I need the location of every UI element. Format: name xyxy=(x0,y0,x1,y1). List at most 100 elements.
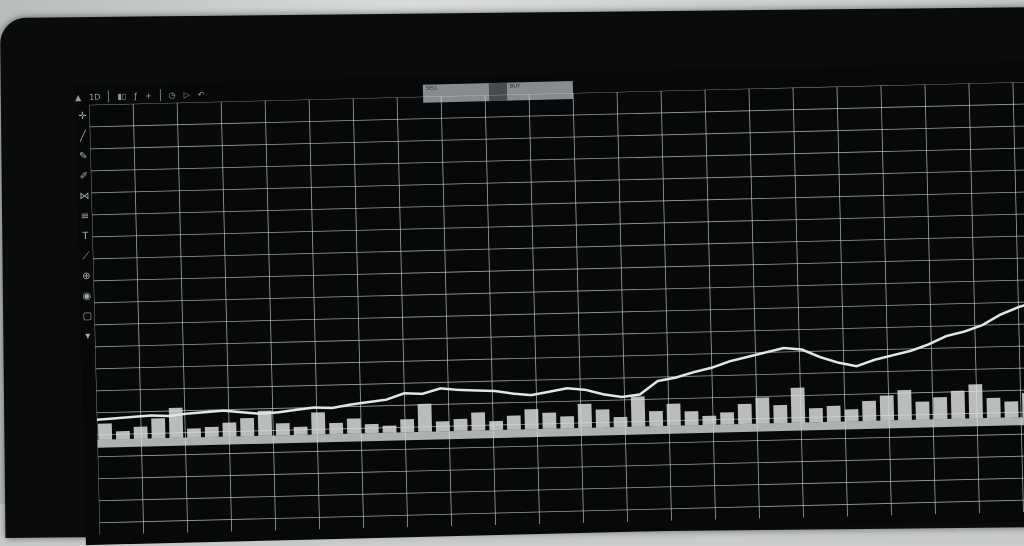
chevron-down-icon[interactable]: ▾ xyxy=(85,330,91,343)
volume-bar xyxy=(595,409,610,428)
grid-line-horizontal xyxy=(99,498,1024,524)
grid-line-vertical xyxy=(792,87,804,518)
volume-bar xyxy=(720,412,735,425)
grid-line-vertical xyxy=(748,88,760,519)
grid-line-horizontal xyxy=(97,410,1024,436)
grid-line-horizontal xyxy=(97,432,1024,458)
volume-bar xyxy=(293,426,308,435)
grid-line-horizontal xyxy=(89,103,1024,128)
trend-line-icon[interactable]: ╱ xyxy=(79,130,87,143)
volume-bar xyxy=(950,390,966,419)
volume-bar xyxy=(577,403,593,429)
grid-line-vertical xyxy=(440,96,452,527)
volume-bar xyxy=(187,428,202,438)
price-chart[interactable] xyxy=(89,81,1024,535)
monitor-bezel: ▲ 1D ▮▯ ƒ + ◷ ▷ ↶ SELL BUY ✛ ╱ ✎ ✐ ⋈ ≡ T ⟋ ⊕ ◉ ▢ ▾ xyxy=(0,6,1024,546)
grid-line-vertical xyxy=(396,97,409,528)
volume-bar xyxy=(755,397,770,424)
grid-line-vertical xyxy=(880,85,892,516)
volume-bar xyxy=(666,403,681,426)
grid-line-vertical xyxy=(924,84,936,515)
pen-icon[interactable]: ✐ xyxy=(79,170,89,183)
volume-bar xyxy=(648,410,664,427)
alert-icon[interactable]: ◷ xyxy=(168,90,176,100)
grid-line-horizontal xyxy=(92,212,1024,238)
trading-screen: ▲ 1D ▮▯ ƒ + ◷ ▷ ↶ SELL BUY ✛ ╱ ✎ ✐ ⋈ ≡ T ⟋ ⊕ ◉ ▢ ▾ xyxy=(74,61,1024,546)
crosshair-icon[interactable]: ✛ xyxy=(78,110,87,123)
volume-bar xyxy=(560,416,575,429)
volume-bar xyxy=(862,400,877,422)
grid-line-vertical xyxy=(616,91,628,522)
brush-icon[interactable]: ✎ xyxy=(79,150,88,163)
replay-icon[interactable]: ▷ xyxy=(183,89,190,100)
grid-line-vertical xyxy=(704,89,716,520)
grid-line-horizontal xyxy=(93,256,1024,282)
compare-icon[interactable]: + xyxy=(144,90,152,101)
grid-line-vertical xyxy=(89,104,101,535)
volume-bar xyxy=(257,410,273,436)
volume-bar xyxy=(417,403,433,432)
volume-bar xyxy=(613,416,628,428)
grid-line-horizontal xyxy=(95,322,1024,348)
logo-icon[interactable]: ▲ xyxy=(74,92,82,102)
fib-icon[interactable]: ≡ xyxy=(80,210,90,223)
grid-line-vertical xyxy=(836,86,848,517)
volume-bar xyxy=(311,412,326,435)
pattern-icon[interactable]: ⋈ xyxy=(79,190,90,203)
volume-bar xyxy=(489,420,504,431)
volume-bar xyxy=(204,426,219,438)
volume-bar xyxy=(773,404,788,424)
grid-line-horizontal xyxy=(90,125,1024,150)
volume-bar xyxy=(524,408,539,430)
volume-bar xyxy=(382,425,397,433)
grid-line-horizontal xyxy=(94,300,1024,326)
volume-bar xyxy=(702,415,717,425)
volume-bar xyxy=(222,422,237,437)
volume-bar xyxy=(506,415,521,430)
volume-bar xyxy=(915,401,930,420)
volume-bar xyxy=(986,397,1001,419)
grid-line-horizontal xyxy=(91,168,1024,194)
volume-bar xyxy=(97,423,113,440)
price-line xyxy=(96,298,1024,422)
volume-bar xyxy=(737,403,752,425)
volume-bar xyxy=(240,417,255,437)
volume-bar xyxy=(879,395,895,421)
indicators-icon[interactable]: ƒ xyxy=(134,91,138,101)
volume-bar xyxy=(364,423,379,434)
volume-bar xyxy=(826,405,841,422)
volume-bar xyxy=(329,422,344,435)
volume-bar xyxy=(115,430,130,440)
toolbar-divider xyxy=(159,89,161,102)
volume-baseline xyxy=(97,416,1024,448)
grid-line-horizontal xyxy=(96,366,1024,392)
grid-line-vertical xyxy=(308,99,321,530)
volume-bar xyxy=(168,407,184,439)
volume-bar xyxy=(133,426,148,439)
chart-type-icon[interactable]: ▮▯ xyxy=(117,91,127,101)
grid-line-vertical xyxy=(968,83,980,514)
toolbar-divider xyxy=(108,90,110,103)
grid-line-horizontal xyxy=(92,234,1024,260)
grid-line-vertical xyxy=(484,95,496,526)
grid-line-vertical xyxy=(352,98,365,529)
volume-bar xyxy=(542,412,557,429)
zoom-icon[interactable]: ⊕ xyxy=(82,270,91,283)
text-icon[interactable]: T xyxy=(82,230,89,243)
volume-bar xyxy=(435,421,450,432)
grid-line-vertical xyxy=(660,90,672,521)
volume-bar xyxy=(1004,401,1019,418)
ruler-icon[interactable]: ⟋ xyxy=(82,250,90,263)
grid-line-vertical xyxy=(1012,82,1024,513)
grid-line-vertical xyxy=(572,93,584,523)
grid-line-horizontal xyxy=(89,81,1024,106)
interval-button[interactable]: 1D xyxy=(89,92,101,102)
undo-icon[interactable]: ↶ xyxy=(197,89,205,99)
volume-bar xyxy=(630,396,646,427)
eye-icon[interactable]: ◉ xyxy=(82,290,92,303)
grid-line-vertical xyxy=(528,94,540,525)
grid-line-horizontal xyxy=(96,388,1024,414)
grid-line-vertical xyxy=(220,101,233,532)
volume-bar xyxy=(346,418,361,434)
lock-icon[interactable]: ▢ xyxy=(82,310,93,323)
